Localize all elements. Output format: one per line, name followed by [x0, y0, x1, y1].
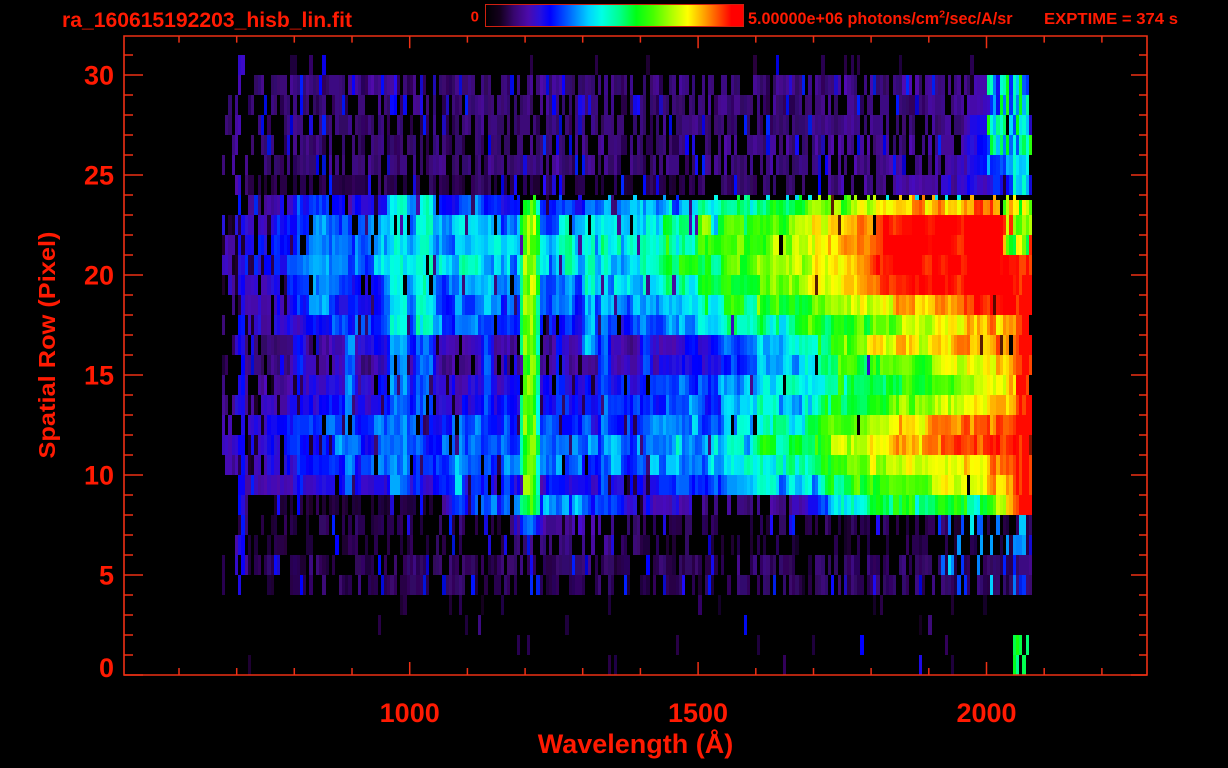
svg-text:Wavelength (Å): Wavelength (Å)	[538, 728, 734, 759]
svg-text:1000: 1000	[380, 698, 440, 728]
svg-text:10: 10	[84, 461, 114, 491]
svg-text:0: 0	[471, 9, 479, 26]
svg-text:0: 0	[99, 653, 114, 683]
svg-text:2000: 2000	[956, 698, 1016, 728]
svg-text:30: 30	[84, 61, 114, 91]
svg-text:5: 5	[99, 561, 114, 591]
svg-text:ra_160615192203_hisb_lin.fit: ra_160615192203_hisb_lin.fit	[62, 9, 352, 32]
svg-text:25: 25	[84, 161, 114, 191]
svg-text:15: 15	[84, 361, 114, 391]
svg-text:1500: 1500	[668, 698, 728, 728]
svg-text:5.00000e+06 photons/cm2/sec/A/: 5.00000e+06 photons/cm2/sec/A/sr	[748, 9, 1013, 29]
svg-text:20: 20	[84, 261, 114, 291]
svg-text:EXPTIME = 374 s: EXPTIME = 374 s	[1044, 11, 1178, 28]
svg-text:Spatial Row (Pixel): Spatial Row (Pixel)	[34, 232, 60, 459]
